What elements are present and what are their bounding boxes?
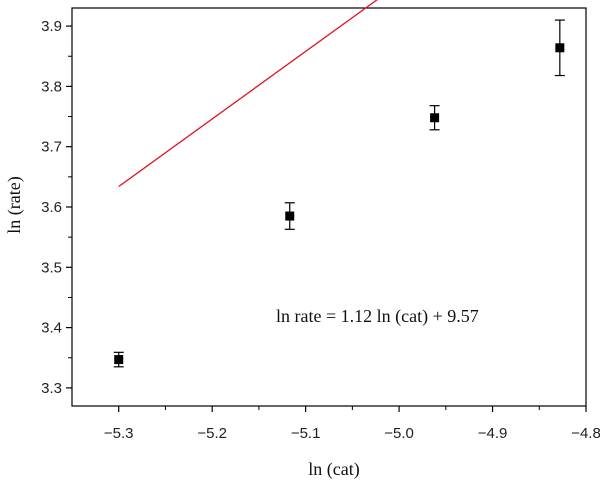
x-tick-label: −5.0 xyxy=(384,425,414,442)
y-tick-label: 3.7 xyxy=(41,139,62,156)
x-tick-label: −4.9 xyxy=(478,425,508,442)
y-tick-label: 3.6 xyxy=(41,199,62,216)
fit-line xyxy=(118,0,378,188)
x-tick-label: −5.3 xyxy=(104,425,134,442)
fit-equation-annotation: ln rate = 1.12 ln (cat) + 9.57 xyxy=(276,306,479,327)
x-tick-label: −4.8 xyxy=(571,425,600,442)
axes: −5.3 −5.2 −5.1 −5.0 −4.9 −4.8 3.3 3.4 3.5 3.6 3.7 3… xyxy=(41,7,600,442)
plot-frame xyxy=(71,7,587,407)
x-axis-label: ln (cat) xyxy=(308,459,359,480)
data-point xyxy=(555,43,565,53)
data-point xyxy=(114,355,124,365)
data-point xyxy=(430,113,440,123)
x-tick-label: −5.2 xyxy=(197,425,227,442)
y-tick-label: 3.8 xyxy=(41,78,62,95)
data-point xyxy=(285,211,295,221)
y-axis-label: ln (rate) xyxy=(4,176,25,233)
y-tick-label: 3.9 xyxy=(41,18,62,35)
data-marks xyxy=(113,0,565,368)
y-tick-label: 3.4 xyxy=(41,320,62,337)
y-tick-label: 3.5 xyxy=(41,259,62,276)
y-tick-label: 3.3 xyxy=(41,380,62,397)
x-tick-label: −5.1 xyxy=(291,425,321,442)
